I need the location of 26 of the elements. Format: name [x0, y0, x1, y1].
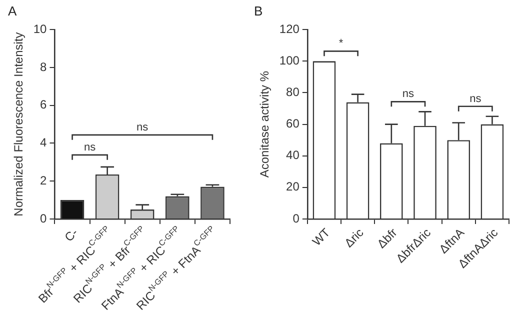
annotation: * [338, 38, 344, 50]
y-tick-label: 8 [40, 60, 48, 74]
y-tick-label: 0 [292, 211, 300, 226]
annotation: ns [470, 92, 482, 105]
x-tick-label: Δbfr [374, 226, 400, 252]
chart-title: B [254, 3, 263, 18]
y-tick-label: 20 [286, 180, 300, 194]
annotation: ns [84, 141, 96, 154]
x-tick-label: Δric [342, 226, 366, 250]
annotation: ns [136, 121, 149, 134]
y-tick-label: 10 [33, 22, 48, 36]
y-tick-label: 2 [40, 173, 48, 188]
y-axis-title: Normalized Fluorescence Intensity [12, 32, 26, 216]
y-tick-label: 4 [40, 136, 48, 150]
x-tick-label: WT [310, 225, 334, 249]
y-tick-label: 60 [286, 116, 300, 131]
chart-title: A [8, 3, 17, 18]
y-tick-label: 6 [40, 98, 48, 112]
y-tick-label: 120 [279, 22, 300, 36]
x-tick-label: C- [62, 226, 81, 244]
y-axis-title: Aconitase activity % [258, 70, 272, 178]
annotation: ns [402, 88, 415, 100]
y-tick-label: 40 [286, 148, 300, 162]
y-tick-label: 100 [279, 53, 300, 68]
y-tick-label: 0 [40, 211, 48, 226]
y-tick-label: 80 [286, 85, 300, 100]
